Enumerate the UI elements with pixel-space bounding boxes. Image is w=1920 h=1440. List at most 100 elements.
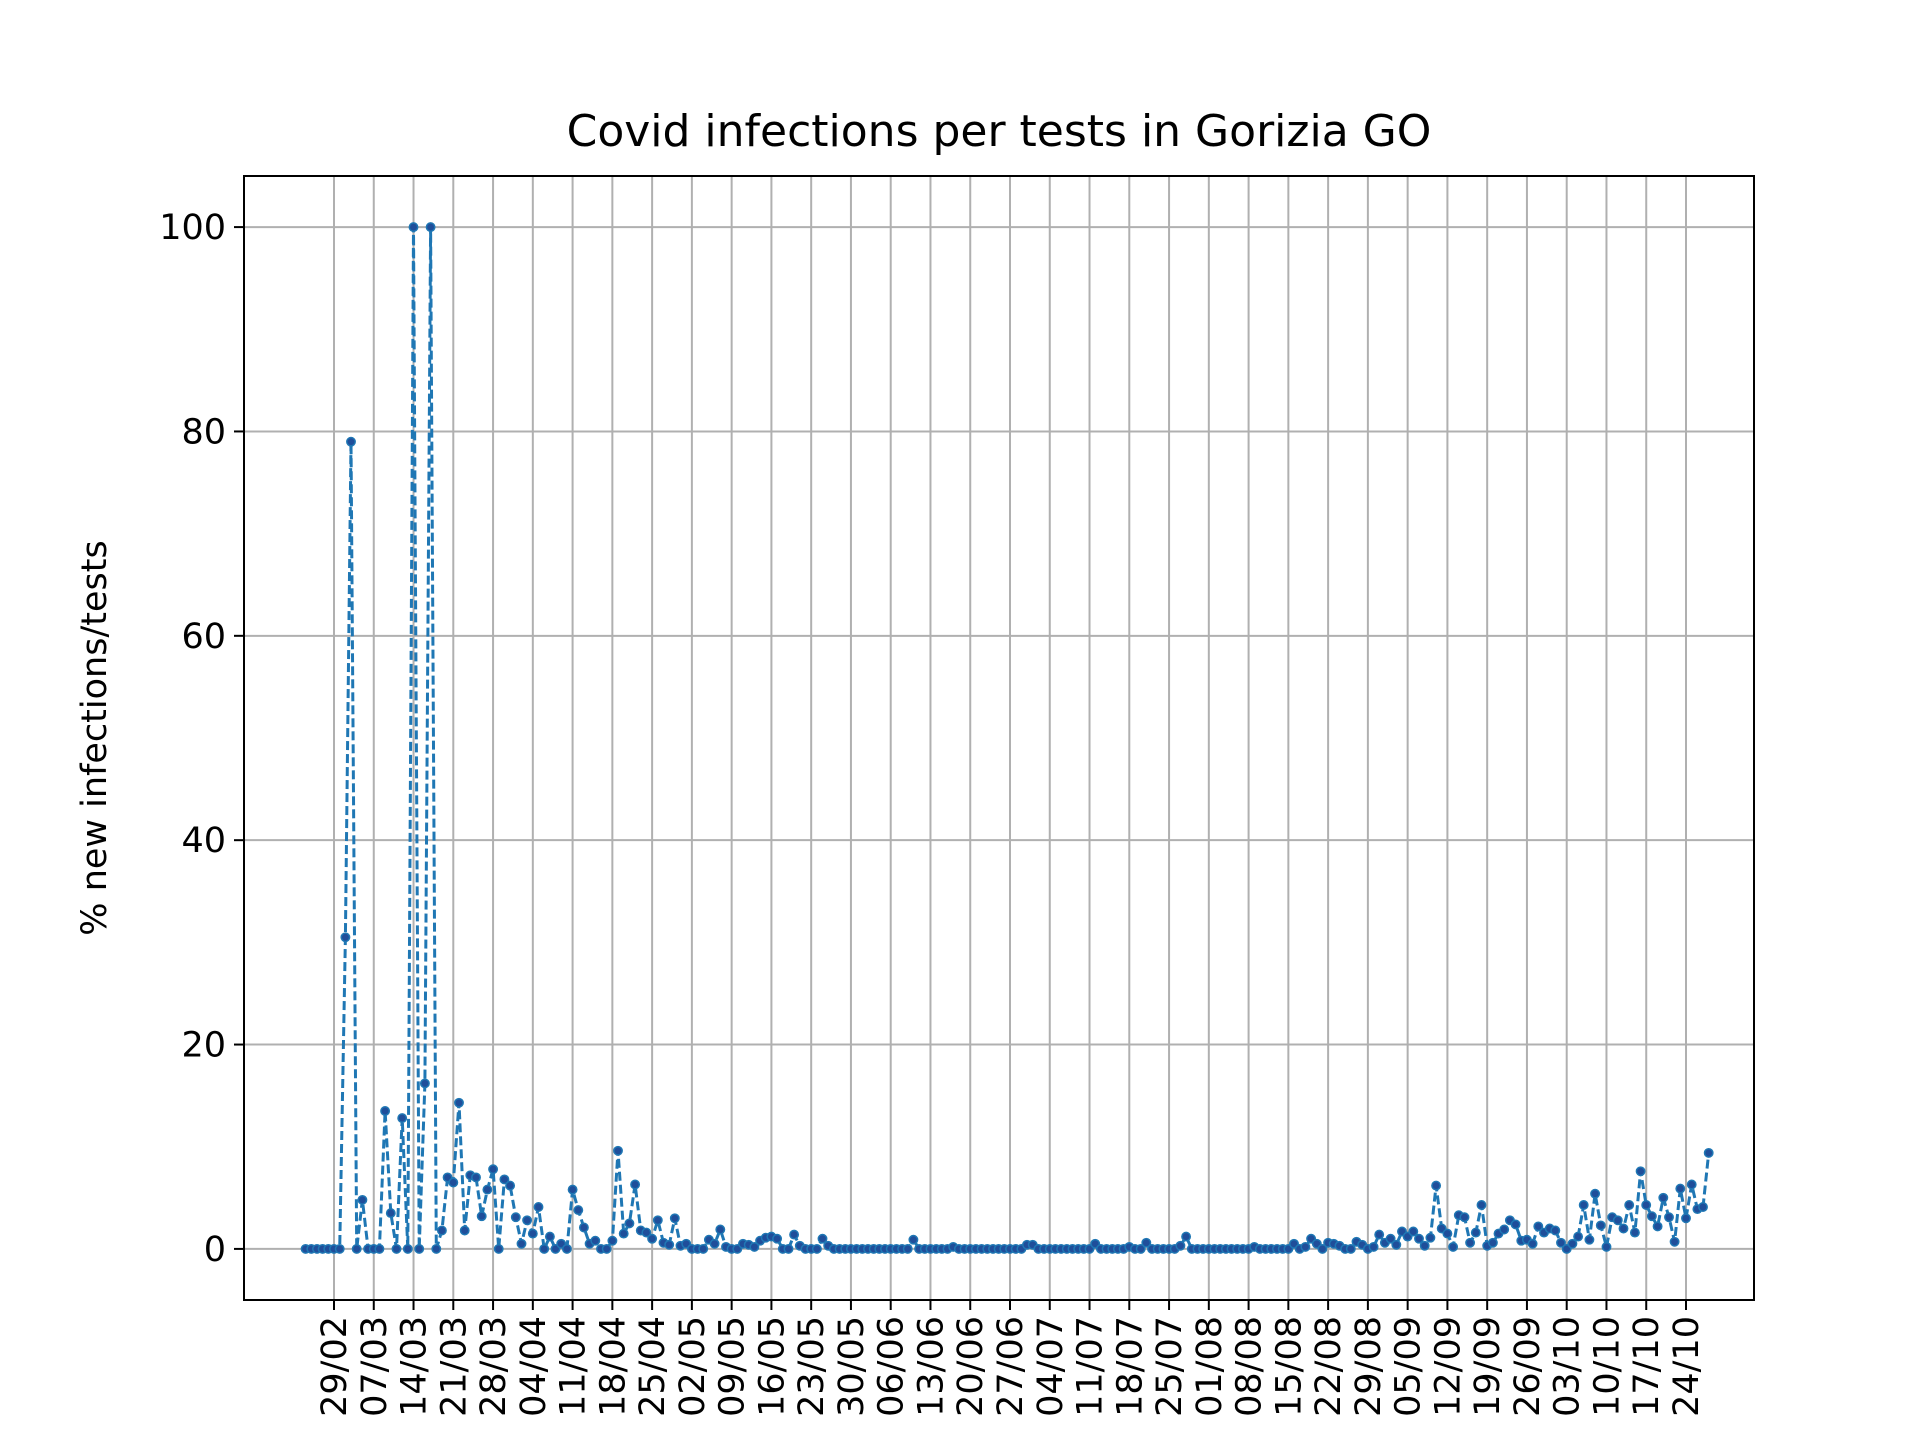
data-point — [601, 1243, 612, 1254]
data-point — [1698, 1202, 1708, 1212]
data-point — [902, 1243, 913, 1254]
data-point — [1431, 1180, 1442, 1191]
data-point — [1459, 1212, 1470, 1223]
data-point — [1675, 1183, 1686, 1194]
series-line — [305, 225, 1711, 1251]
data-point — [1567, 1238, 1578, 1249]
x-tick-label: 13/06 — [911, 1316, 951, 1417]
data-point — [1414, 1233, 1424, 1244]
data-point — [391, 1243, 402, 1254]
x-tick-label: 17/10 — [1627, 1316, 1667, 1417]
x-tick-label: 03/10 — [1548, 1316, 1588, 1417]
data-point — [488, 1164, 499, 1175]
data-point — [1641, 1200, 1652, 1210]
plot-frame — [243, 175, 1755, 1301]
y-tick-label: 80 — [181, 412, 226, 452]
y-tick-label: 60 — [181, 617, 226, 657]
data-point — [340, 932, 351, 943]
x-tick-label: 04/07 — [1031, 1316, 1071, 1417]
data-point — [811, 1243, 822, 1254]
x-tick-label: 05/09 — [1389, 1316, 1429, 1417]
data-point — [1550, 1225, 1561, 1236]
data-point — [544, 1231, 555, 1242]
data-point — [380, 1106, 391, 1116]
data-point — [1425, 1232, 1436, 1243]
data-point — [1510, 1219, 1521, 1230]
x-tick-label: 29/08 — [1349, 1316, 1389, 1417]
x-tick-label: 04/04 — [514, 1316, 554, 1417]
data-point — [499, 1174, 510, 1185]
x-tick-label: 12/09 — [1428, 1316, 1468, 1417]
data-point — [1141, 1237, 1152, 1248]
x-tick-label: 11/04 — [554, 1316, 594, 1417]
data-point — [1658, 1192, 1669, 1203]
data-point — [624, 1218, 635, 1229]
data-point — [1135, 1243, 1146, 1254]
data-point — [527, 1228, 538, 1239]
x-tick-label: 21/03 — [434, 1316, 474, 1417]
data-point — [476, 1211, 487, 1222]
series-markers-group — [300, 222, 1714, 1254]
data-point — [1345, 1243, 1356, 1254]
data-point — [334, 1243, 345, 1254]
data-point — [408, 222, 419, 233]
data-point — [1584, 1234, 1595, 1245]
data-point — [1499, 1224, 1510, 1235]
data-point — [1686, 1179, 1697, 1190]
data-point — [539, 1243, 550, 1254]
data-point — [1476, 1200, 1487, 1210]
data-point — [493, 1243, 504, 1254]
data-point — [561, 1243, 572, 1254]
data-point — [346, 436, 356, 447]
data-point — [425, 222, 436, 233]
x-tick-label: 28/03 — [474, 1316, 514, 1417]
data-point — [1612, 1215, 1623, 1226]
data-point — [1527, 1238, 1538, 1249]
data-point — [789, 1229, 800, 1240]
data-point — [669, 1213, 680, 1224]
chart-title: Covid infections per tests in Gorizia GO — [567, 106, 1432, 157]
series-line-group — [305, 225, 1711, 1251]
x-tick-label: 29/02 — [315, 1316, 355, 1417]
data-point — [1448, 1241, 1459, 1252]
x-tick-label: 11/07 — [1071, 1316, 1111, 1417]
y-axis: 0 20 40 60 80 100 — [159, 208, 244, 1270]
data-point — [431, 1243, 442, 1254]
data-point — [1681, 1213, 1691, 1224]
data-point — [1385, 1233, 1396, 1244]
data-point — [715, 1224, 726, 1235]
data-point — [459, 1225, 470, 1236]
data-point — [607, 1235, 618, 1246]
data-point — [448, 1177, 459, 1188]
data-point — [533, 1202, 544, 1212]
data-point — [1635, 1166, 1646, 1177]
data-point — [590, 1235, 601, 1246]
x-tick-label: 06/06 — [872, 1316, 912, 1417]
data-point — [1408, 1226, 1419, 1237]
x-tick-label: 09/05 — [713, 1316, 753, 1417]
x-tick-label: 02/05 — [673, 1316, 713, 1417]
data-point — [1664, 1212, 1674, 1223]
data-point — [1391, 1239, 1402, 1250]
x-tick-label: 07/03 — [355, 1316, 395, 1417]
x-tick-label: 14/03 — [395, 1316, 435, 1417]
data-point — [1595, 1220, 1606, 1231]
data-point — [1601, 1241, 1612, 1252]
data-point — [630, 1179, 641, 1190]
data-point — [1470, 1227, 1481, 1238]
data-point — [510, 1212, 521, 1223]
data-point — [1368, 1241, 1379, 1252]
x-tick-label: 08/08 — [1230, 1316, 1270, 1417]
x-tick-label: 22/08 — [1309, 1316, 1349, 1417]
data-point — [772, 1233, 783, 1244]
data-point — [664, 1239, 675, 1250]
x-tick-label: 16/05 — [752, 1316, 792, 1417]
y-tick-label: 20 — [181, 1026, 226, 1066]
data-point — [522, 1215, 533, 1226]
data-point — [578, 1222, 589, 1233]
x-tick-label: 30/05 — [832, 1316, 872, 1417]
x-tick-label: 10/10 — [1587, 1316, 1627, 1417]
data-point — [402, 1243, 413, 1254]
